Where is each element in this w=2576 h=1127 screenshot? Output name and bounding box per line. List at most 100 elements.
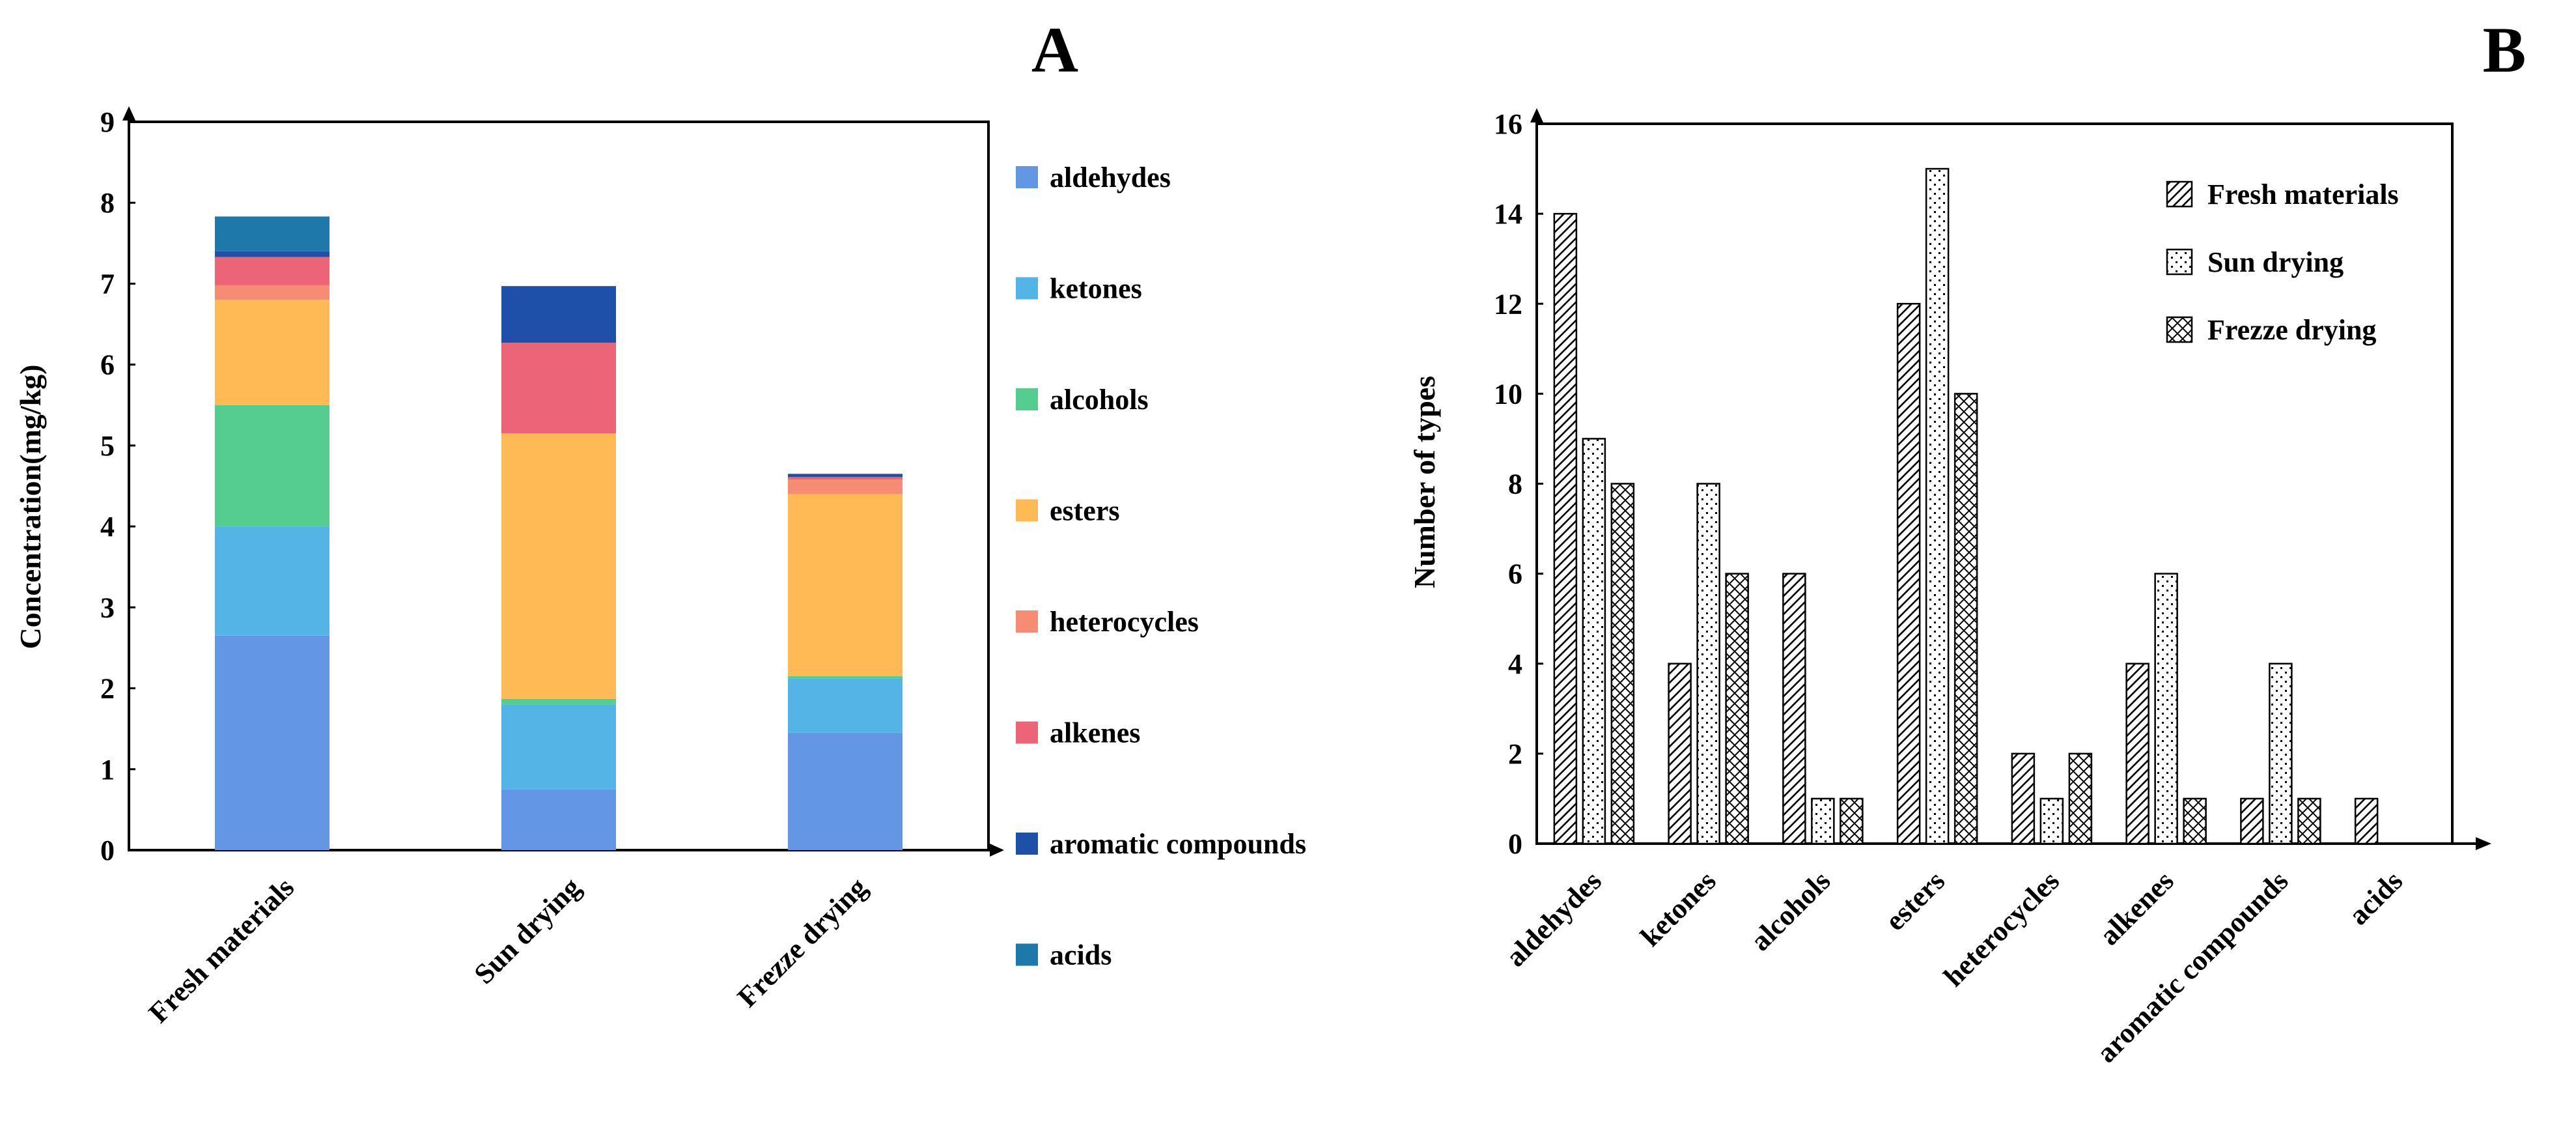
bar-segment-frezze-drying-alkenes <box>788 477 903 480</box>
legend-label-ketones: ketones <box>1050 273 1142 305</box>
panel-a-letter: A <box>1031 14 1078 86</box>
panel-b-y-tick-label: 6 <box>1508 558 1522 590</box>
panel-a-y-tick-label: 6 <box>100 349 115 381</box>
panel-a-bars <box>215 216 903 850</box>
panel-b-y-tick-label: 2 <box>1508 738 1522 770</box>
panel-a-y-ticks: 0 1 2 3 4 5 6 7 8 9 <box>100 106 135 866</box>
panel-b-x-labels: aldehydes ketones alcohols estersheterocycl… <box>1500 864 2409 1068</box>
panel-a-y-tick-label: 7 <box>100 268 115 300</box>
legend-swatch-aldehydes <box>1016 166 1038 188</box>
bar-aromatic-compounds-sun-drying <box>2269 663 2293 845</box>
bar-esters-fresh-materials <box>1896 303 1921 845</box>
bar-alkenes-frezze-drying <box>2183 797 2207 845</box>
panel-b-letter: B <box>2483 14 2527 86</box>
bar-acids-fresh-materials <box>2354 797 2379 845</box>
panel-b-x-label-heterocycles: heterocycles <box>1937 864 2065 992</box>
panel-b-x-label-alcohols: alcohols <box>1744 864 1837 957</box>
bar-alcohols-sun-drying <box>1811 797 1835 845</box>
bar-segment-frezze-drying-aldehydes <box>788 732 903 850</box>
bar-segment-fresh-materials-alcohols <box>215 405 329 527</box>
bar-aldehydes-sun-drying <box>1582 438 1606 845</box>
panel-a-y-axis-title: Concentration(mg/kg) <box>14 365 47 649</box>
panel-a-y-tick-label: 4 <box>100 511 115 543</box>
bar-ketones-fresh-materials <box>1668 663 1692 845</box>
legend-label-acids: acids <box>1050 939 1112 971</box>
legend-swatch-acids <box>1016 943 1038 966</box>
legend-label-fresh-materials: Fresh materials <box>2207 178 2399 210</box>
legend-label-alcohols: alcohols <box>1050 384 1149 416</box>
panel-a-x-axis-arrow <box>990 844 1004 857</box>
panel-b-x-label-ketones: ketones <box>1634 864 1722 952</box>
bar-aromatic-compounds-fresh-materials <box>2240 797 2264 845</box>
bar-aromatic-compounds-frezze-drying <box>2297 797 2321 845</box>
legend-swatch-alcohols <box>1016 388 1038 410</box>
bar-segment-fresh-materials-aldehydes <box>215 635 329 850</box>
panel-b-y-axis-arrow <box>1530 108 1543 122</box>
panel-b-x-label-acids: acids <box>2342 864 2409 931</box>
bar-ketones-frezze-drying <box>1725 573 1749 845</box>
bar-segment-fresh-materials-heterocycles <box>215 285 329 300</box>
bar-segment-fresh-materials-aromatic-compounds <box>215 251 329 257</box>
panel-a-legend: aldehydes ketones alcohols esters heterocycl… <box>1016 162 1306 971</box>
panel-a-y-tick-label: 8 <box>100 187 115 219</box>
legend-label-sun-drying: Sun drying <box>2207 246 2344 278</box>
panel-b-legend: Fresh materials Sun drying Frezze drying <box>2166 178 2399 346</box>
bar-segment-fresh-materials-ketones <box>215 526 329 636</box>
panel-a-x-label-frezze-drying: Frezze drying <box>731 871 873 1013</box>
bar-segment-sun-drying-esters <box>501 433 616 699</box>
legend-label-alkenes: alkenes <box>1050 717 1140 749</box>
bar-alkenes-fresh-materials <box>2125 663 2149 845</box>
panel-a-y-tick-label: 9 <box>100 106 115 138</box>
panel-b-y-tick-label: 0 <box>1508 828 1522 860</box>
bar-segment-frezze-drying-heterocycles <box>788 479 903 494</box>
bar-segment-sun-drying-aromatic-compounds <box>501 286 616 343</box>
panel-b-y-axis-title: Number of types <box>1408 376 1441 588</box>
legend-swatch-ketones <box>1016 277 1038 300</box>
legend-label-frezze-drying: Frezze drying <box>2207 314 2376 346</box>
bar-esters-frezze-drying <box>1953 393 1978 845</box>
bar-segment-frezze-drying-esters <box>788 494 903 676</box>
bar-segment-sun-drying-alkenes <box>501 343 616 434</box>
bar-alcohols-fresh-materials <box>1782 573 1806 845</box>
panel-a-y-axis-arrow <box>122 106 135 121</box>
panel-a-y-tick-label: 2 <box>100 673 115 705</box>
bar-segment-fresh-materials-esters <box>215 300 329 405</box>
bar-heterocycles-frezze-drying <box>2068 752 2093 845</box>
legend-swatch-fresh-materials <box>2166 180 2193 208</box>
legend-swatch-alkenes <box>1016 721 1038 744</box>
panel-b-x-label-esters: esters <box>1879 864 1952 937</box>
legend-label-esters: esters <box>1050 495 1120 527</box>
bar-heterocycles-sun-drying <box>2039 797 2064 845</box>
panel-a-x-label-fresh-materials: Fresh materials <box>143 871 300 1029</box>
bar-segment-frezze-drying-aromatic-compounds <box>788 474 903 478</box>
bar-alkenes-sun-drying <box>2154 573 2178 845</box>
panel-b-y-tick-label: 8 <box>1508 468 1522 500</box>
legend-swatch-frezze-drying <box>2166 316 2193 343</box>
bar-alcohols-frezze-drying <box>1840 797 1864 845</box>
bar-segment-frezze-drying-ketones <box>788 678 903 733</box>
bar-ketones-sun-drying <box>1696 483 1720 845</box>
bar-segment-sun-drying-aldehydes <box>501 789 616 850</box>
legend-label-aromatic-compounds: aromatic compounds <box>1050 828 1306 860</box>
panel-b-y-tick-label: 10 <box>1494 378 1522 410</box>
panel-a-x-labels: Fresh materials Sun drying Frezze drying <box>143 871 873 1029</box>
panel-b-y-tick-label: 12 <box>1494 288 1522 320</box>
panel-a-y-tick-label: 3 <box>100 592 115 623</box>
panel-b-bars <box>1553 167 2379 845</box>
bar-esters-sun-drying <box>1925 167 1950 845</box>
bar-aldehydes-fresh-materials <box>1553 212 1578 845</box>
legend-label-aldehydes: aldehydes <box>1050 162 1171 193</box>
legend-swatch-esters <box>1016 499 1038 522</box>
panel-b-x-label-aromatic-compounds: aromatic compounds <box>2090 864 2294 1068</box>
panel-b-x-label-aldehydes: aldehydes <box>1500 864 1608 973</box>
legend-swatch-sun-drying <box>2166 248 2193 276</box>
bar-segment-frezze-drying-alcohols <box>788 676 903 679</box>
panel-b-grouped-bar-chart: B 0 2 4 6 8 10 12 14 16 aldehydes ketones alcohols… <box>1408 14 2526 1069</box>
panel-a-y-tick-label: 0 <box>100 835 115 866</box>
panel-b-x-axis-arrow <box>2476 837 2491 850</box>
panel-b-y-ticks: 0 2 4 6 8 10 12 14 16 <box>1494 108 1543 860</box>
legend-label-heterocycles: heterocycles <box>1050 606 1199 638</box>
bar-segment-fresh-materials-alkenes <box>215 257 329 285</box>
